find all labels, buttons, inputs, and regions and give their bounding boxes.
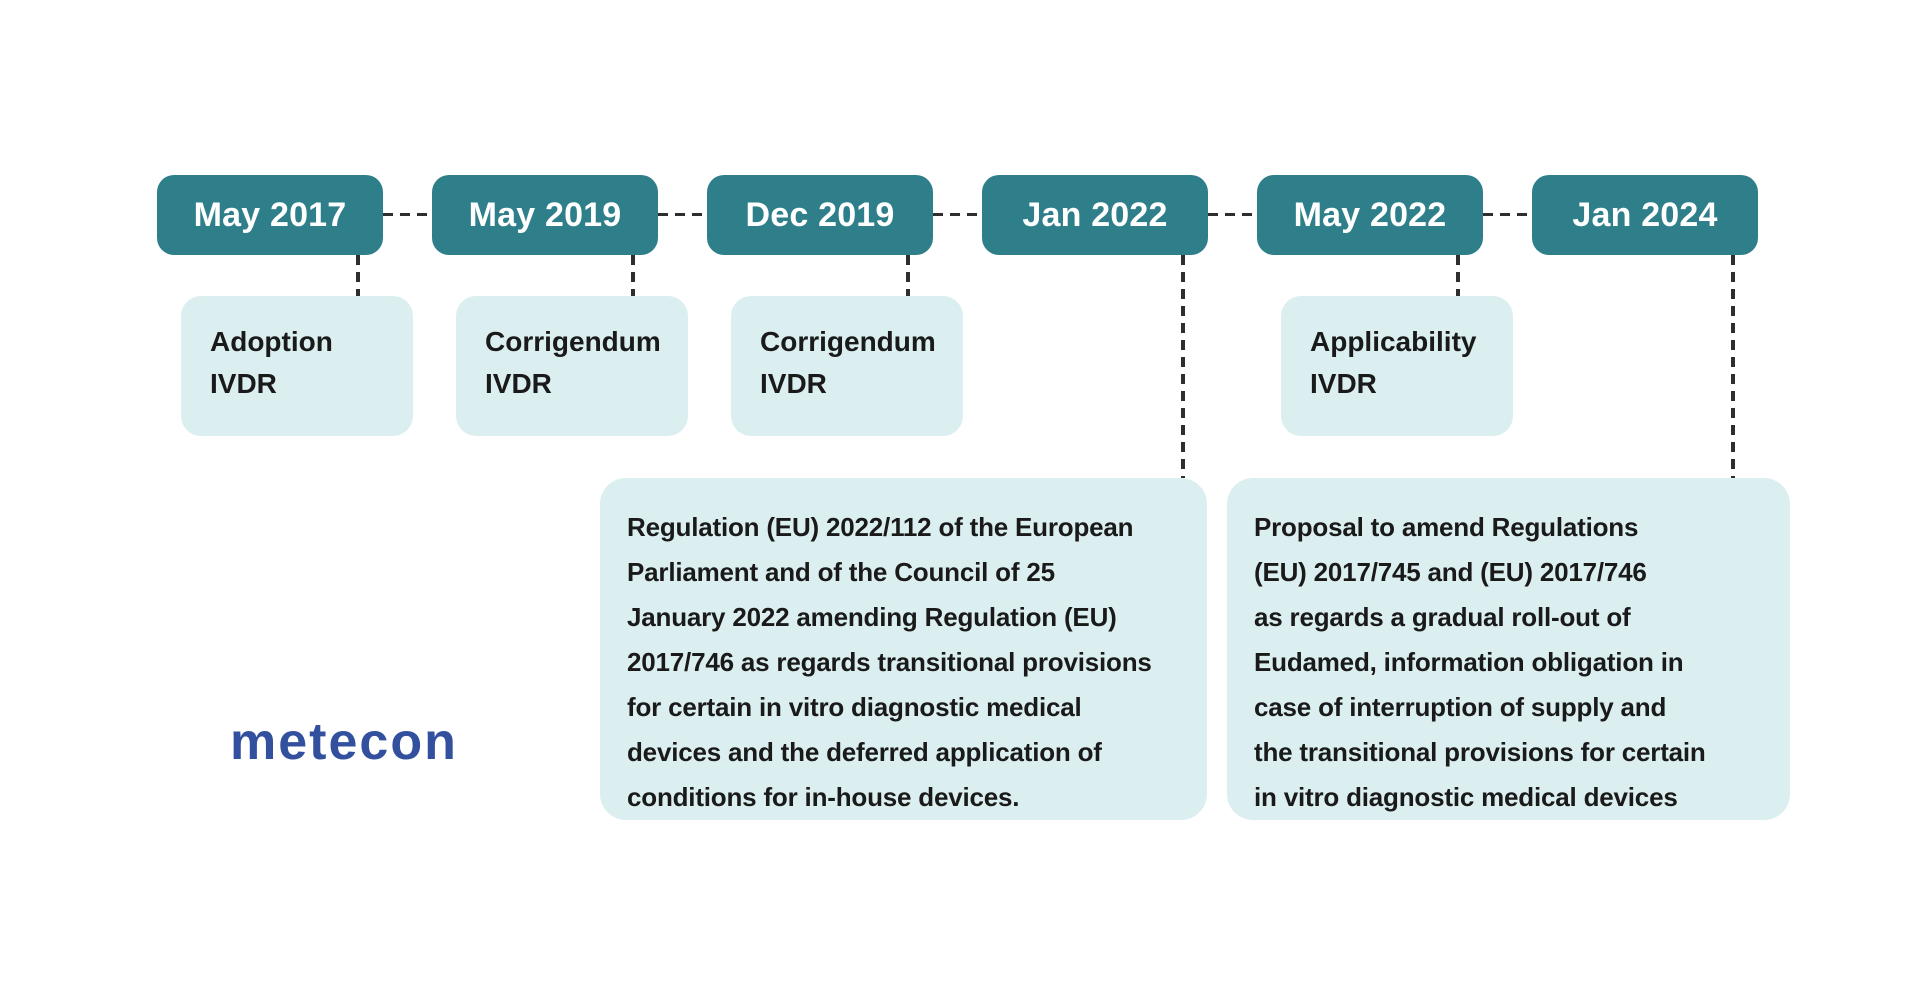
- horizontal-dashed-connector: [383, 213, 432, 216]
- detail-card-proposal-amend-regulations: Proposal to amend Regulations (EU) 2017/…: [1227, 478, 1790, 820]
- vertical-dashed-connector: [906, 255, 910, 296]
- horizontal-dashed-connector: [1483, 213, 1532, 216]
- timeline-node-may-2017: May 2017: [157, 175, 383, 255]
- vertical-dashed-connector: [631, 255, 635, 296]
- event-card-corrigendum-ivdr-dec-2019: Corrigendum IVDR: [731, 296, 963, 436]
- horizontal-dashed-connector: [933, 213, 982, 216]
- vertical-dashed-connector-long: [1181, 255, 1185, 478]
- detail-card-regulation-2022-112: Regulation (EU) 2022/112 of the European…: [600, 478, 1207, 820]
- timeline-node-dec-2019: Dec 2019: [707, 175, 933, 255]
- timeline-node-jan-2022: Jan 2022: [982, 175, 1208, 255]
- timeline-node-jan-2024: Jan 2024: [1532, 175, 1758, 255]
- event-card-applicability-ivdr: Applicability IVDR: [1281, 296, 1513, 436]
- horizontal-dashed-connector: [1208, 213, 1257, 216]
- timeline-node-may-2022: May 2022: [1257, 175, 1483, 255]
- horizontal-dashed-connector: [658, 213, 707, 216]
- vertical-dashed-connector: [356, 255, 360, 296]
- metecon-logo: metecon: [230, 713, 458, 771]
- event-card-corrigendum-ivdr-2019: Corrigendum IVDR: [456, 296, 688, 436]
- vertical-dashed-connector-long: [1731, 255, 1735, 478]
- vertical-dashed-connector: [1456, 255, 1460, 296]
- event-card-adoption-ivdr: Adoption IVDR: [181, 296, 413, 436]
- timeline-node-may-2019: May 2019: [432, 175, 658, 255]
